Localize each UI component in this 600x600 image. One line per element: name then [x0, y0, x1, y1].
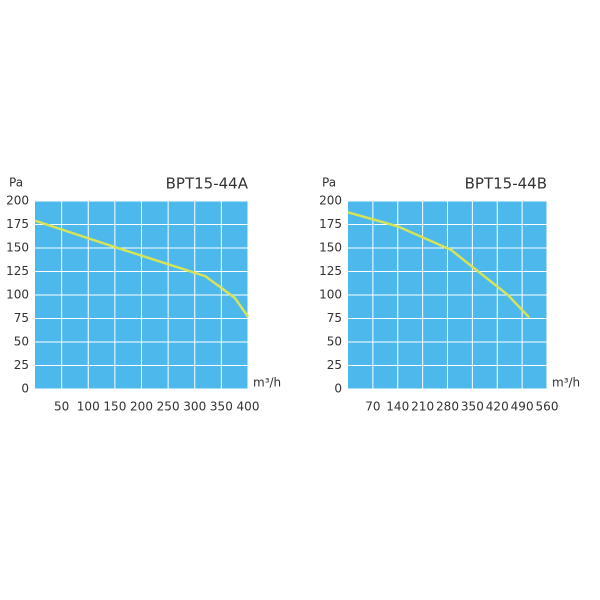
y-tick-label: 100 — [6, 288, 29, 302]
x-tick-label: 350 — [210, 400, 233, 414]
x-tick-label: 400 — [237, 400, 260, 414]
x-tick-label: 70 — [365, 400, 380, 414]
y-tick-label: 175 — [6, 217, 29, 231]
y-tick-label: 25 — [327, 358, 342, 372]
x-tick-label: 420 — [486, 400, 509, 414]
x-tick-label: 350 — [461, 400, 484, 414]
chart-title: BPT15-44B — [465, 175, 547, 193]
y-tick-label: 175 — [319, 217, 342, 231]
y-tick-label: 50 — [14, 335, 29, 349]
y-tick-label: 150 — [319, 241, 342, 255]
y-tick-label: 100 — [319, 288, 342, 302]
x-tick-label: 250 — [157, 400, 180, 414]
y-tick-label: 125 — [6, 264, 29, 278]
x-axis-label: m³/h — [552, 376, 580, 390]
y-tick-label: 25 — [14, 358, 29, 372]
y-axis-label: Pa — [322, 176, 336, 190]
x-tick-label: 150 — [103, 400, 126, 414]
x-tick-label: 140 — [386, 400, 409, 414]
y-tick-label: 75 — [14, 311, 29, 325]
x-tick-label: 200 — [130, 400, 153, 414]
y-tick-label: 150 — [6, 241, 29, 255]
x-tick-label: 50 — [54, 400, 69, 414]
x-tick-label: 100 — [77, 400, 100, 414]
x-tick-label: 280 — [436, 400, 459, 414]
y-tick-label: 0 — [334, 382, 342, 396]
y-tick-label: 0 — [21, 382, 29, 396]
x-tick-label: 300 — [183, 400, 206, 414]
x-axis-label: m³/h — [253, 376, 281, 390]
y-tick-label: 200 — [6, 194, 29, 208]
y-tick-label: 50 — [327, 335, 342, 349]
chart-title: BPT15-44A — [166, 175, 249, 193]
y-tick-label: 75 — [327, 311, 342, 325]
x-tick-label: 490 — [511, 400, 534, 414]
x-tick-label: 560 — [536, 400, 559, 414]
x-tick-label: 210 — [411, 400, 434, 414]
curve — [34, 219, 250, 318]
curve — [347, 211, 531, 319]
y-tick-label: 200 — [319, 194, 342, 208]
y-axis-label: Pa — [9, 176, 23, 190]
y-tick-label: 125 — [319, 264, 342, 278]
